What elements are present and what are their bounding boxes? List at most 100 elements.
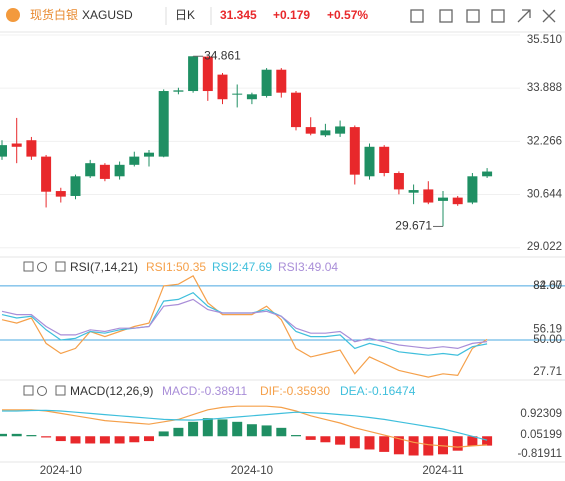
candle-body (423, 189, 434, 203)
candle-body (335, 126, 346, 134)
macd-bar (335, 436, 346, 445)
y-tick-label: 0.92309 (520, 408, 562, 420)
candle-body (26, 140, 37, 157)
candle-body (41, 156, 52, 192)
candle-body (129, 156, 140, 165)
period[interactable]: 日K (175, 8, 195, 22)
candle-body (232, 93, 243, 95)
candle-body (452, 197, 463, 205)
x-tick-label: 2024-11 (422, 465, 463, 477)
macd-bar (452, 436, 463, 451)
pane-icon[interactable] (23, 261, 34, 272)
tool-icon[interactable] (542, 9, 556, 23)
macd-bar (393, 436, 404, 455)
macd-bar (11, 433, 22, 437)
pane-icon[interactable] (23, 385, 34, 396)
macd-bar (305, 436, 316, 440)
legend-entry: RSI1:50.35 (146, 260, 206, 274)
pane-icon[interactable] (37, 386, 47, 396)
change-pct: +0.57% (327, 8, 368, 22)
rsi-title: RSI(7,14,21) (70, 260, 138, 274)
macd-bar (217, 419, 228, 437)
macd-bar (438, 436, 448, 455)
candle-body (55, 191, 66, 197)
y-tick-label: 30.644 (527, 189, 563, 201)
macd-bar (26, 435, 37, 437)
macd-bar (188, 421, 199, 437)
macd-bar (114, 436, 125, 444)
candle-body (320, 130, 331, 136)
candle-body (85, 163, 96, 177)
rsi-line (1, 298, 488, 350)
legend-entry: DEA:-0.16474 (340, 384, 416, 398)
candle-body (0, 145, 7, 157)
pane-icon[interactable] (55, 261, 66, 272)
y-tick-label: 33.888 (527, 82, 562, 94)
candle-body (393, 173, 404, 190)
macd-bar (349, 436, 360, 449)
macd-line (2, 405, 488, 448)
candle-body (291, 92, 301, 128)
candle-body (438, 197, 448, 201)
macd-bar (144, 436, 154, 442)
tool-icon[interactable] (466, 9, 480, 23)
tool-icon[interactable] (517, 9, 531, 23)
macd-bar (291, 435, 301, 437)
change: +0.179 (273, 8, 310, 22)
macd-bar (55, 436, 66, 442)
macd-bar (99, 436, 110, 444)
macd-bar (364, 436, 375, 450)
legend-entry: DIF:-0.35930 (260, 384, 330, 398)
candle-body (467, 176, 478, 203)
pane-icon[interactable] (55, 385, 66, 396)
macd-bar (320, 436, 331, 443)
candle-body (246, 94, 257, 100)
candle-body (114, 164, 125, 177)
macd-line (2, 409, 488, 441)
legend-entry: MACD:-0.38911 (162, 384, 247, 398)
macd-bar (158, 431, 169, 437)
candle-body (379, 146, 390, 174)
candle-body (158, 91, 169, 157)
y-tick-label: 50.00 (533, 334, 562, 346)
rsi-line (1, 274, 488, 378)
candle-body (217, 74, 228, 100)
x-tick-label: 2024-10 (231, 465, 273, 477)
macd-bar (379, 436, 390, 452)
candle-body (173, 90, 184, 92)
candle-body (349, 127, 360, 175)
y-tick-label: 84.67 (533, 280, 562, 292)
macd-bar (129, 436, 140, 443)
annotation: 34.861 (204, 48, 241, 62)
macd-bar (276, 427, 287, 437)
pane-icon[interactable] (37, 262, 47, 272)
y-tick-label: 82.00 (533, 280, 562, 292)
tool-icon[interactable] (410, 9, 424, 23)
macd-bar (0, 433, 7, 437)
macd-bar (482, 436, 493, 446)
macd-bar (408, 436, 419, 456)
macd-bar (246, 424, 257, 437)
candle-body (188, 56, 199, 92)
legend-entry: RSI3:49.04 (278, 260, 338, 274)
candle-body (482, 171, 493, 177)
y-tick-label: -0.81911 (517, 448, 562, 460)
macd-bar (173, 427, 184, 437)
candle-body (408, 190, 419, 193)
tool-icon[interactable] (491, 9, 505, 23)
y-tick-label: 29.022 (527, 241, 562, 253)
logo (6, 8, 20, 22)
candle-body (364, 146, 375, 177)
macd-bar (70, 436, 81, 444)
macd-bar (202, 418, 213, 437)
macd-bar (423, 436, 434, 456)
candle-body (305, 127, 316, 134)
candle-body (99, 164, 110, 179)
candle-body (202, 56, 213, 92)
macd-bar (41, 436, 52, 438)
candle-body (276, 69, 287, 93)
macd-title: MACD(12,26,9) (70, 384, 153, 398)
legend-entry: RSI2:47.69 (212, 260, 272, 274)
tool-icon[interactable] (439, 9, 453, 23)
